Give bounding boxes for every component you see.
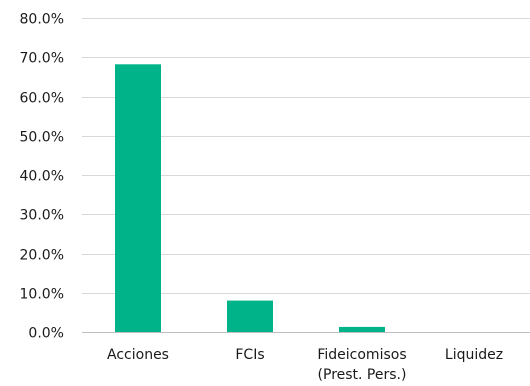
bar bbox=[227, 300, 273, 332]
y-tick-label: 20.0% bbox=[20, 248, 64, 264]
y-tick-label: 50.0% bbox=[20, 130, 64, 146]
x-category-label-line: FCIs bbox=[235, 347, 264, 363]
x-category-label-line: (Prest. Pers.) bbox=[318, 367, 407, 383]
y-tick-label: 70.0% bbox=[20, 51, 64, 67]
y-tick-label: 0.0% bbox=[28, 326, 64, 342]
bar bbox=[339, 326, 385, 332]
bar bbox=[115, 64, 161, 333]
x-axis-category-labels: Acciones FCIs Fideicomisos (Prest. Pers.) Li… bbox=[107, 347, 503, 383]
y-tick-label: 60.0% bbox=[20, 91, 64, 107]
y-tick-label: 30.0% bbox=[20, 208, 64, 224]
x-category-label: Acciones bbox=[107, 347, 169, 363]
x-category-label-line: Liquidez bbox=[445, 347, 503, 363]
y-tick-label: 10.0% bbox=[20, 287, 64, 303]
y-tick-label: 40.0% bbox=[20, 169, 64, 185]
x-category-label: Fideicomisos (Prest. Pers.) bbox=[317, 347, 406, 383]
x-category-label-line: Acciones bbox=[107, 347, 169, 363]
bars bbox=[115, 64, 385, 333]
x-category-label: Liquidez bbox=[445, 347, 503, 363]
x-category-label: FCIs bbox=[235, 347, 264, 363]
y-tick-label: 80.0% bbox=[20, 12, 64, 28]
x-category-label-line: Fideicomisos bbox=[317, 347, 406, 363]
y-axis-tick-labels: 0.0% 10.0% 20.0% 30.0% 40.0% 50.0% 60.0% 70.0% 8… bbox=[20, 12, 64, 342]
